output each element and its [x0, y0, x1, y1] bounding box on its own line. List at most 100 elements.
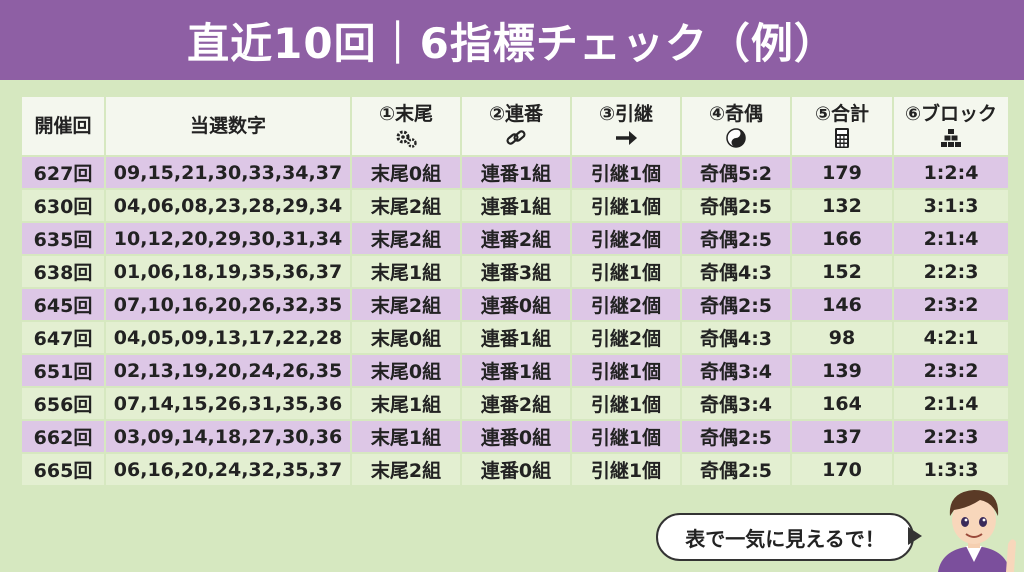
table-row: 662回 03,09,14,18,27,30,36 末尾1組 連番0組 引継1個… [22, 421, 1008, 452]
cell-oddeven: 奇偶2:5 [682, 289, 790, 320]
cell-consecutive: 連番0組 [462, 421, 570, 452]
cell-block: 2:1:4 [894, 388, 1008, 419]
table-row: 651回 02,13,19,20,24,26,35 末尾0組 連番1組 引継1個… [22, 355, 1008, 386]
character-avatar-icon [938, 490, 1016, 572]
cell-numbers: 09,15,21,30,33,34,37 [106, 157, 350, 188]
table-row: 645回 07,10,16,20,26,32,35 末尾2組 連番0組 引継2個… [22, 289, 1008, 320]
arrow-right-icon [616, 131, 637, 145]
cell-round: 627回 [22, 157, 104, 188]
cell-numbers: 03,09,14,18,27,30,36 [106, 421, 350, 452]
table-row: 647回 04,05,09,13,17,22,28 末尾0組 連番1組 引継2個… [22, 322, 1008, 353]
cell-block: 4:2:1 [894, 322, 1008, 353]
cell-tail: 末尾0組 [352, 157, 460, 188]
cell-block: 1:2:4 [894, 157, 1008, 188]
cell-sum: 146 [792, 289, 892, 320]
cell-numbers: 02,13,19,20,24,26,35 [106, 355, 350, 386]
cell-block: 3:1:3 [894, 190, 1008, 221]
cell-tail: 末尾0組 [352, 355, 460, 386]
cell-round: 647回 [22, 322, 104, 353]
cell-numbers: 01,06,18,19,35,36,37 [106, 256, 350, 287]
table-row: 638回 01,06,18,19,35,36,37 末尾1組 連番3組 引継1個… [22, 256, 1008, 287]
table-row: 630回 04,06,08,23,28,29,34 末尾2組 連番1組 引継1個… [22, 190, 1008, 221]
cell-block: 1:3:3 [894, 454, 1008, 485]
cell-sum: 179 [792, 157, 892, 188]
speech-bubble-text: 表で一気に見えるで！ [685, 526, 885, 551]
cell-carry: 引継2個 [572, 223, 680, 254]
cell-consecutive: 連番3組 [462, 256, 570, 287]
cell-numbers: 04,06,08,23,28,29,34 [106, 190, 350, 221]
cell-carry: 引継1個 [572, 355, 680, 386]
cell-consecutive: 連番2組 [462, 223, 570, 254]
cell-numbers: 10,12,20,29,30,31,34 [106, 223, 350, 254]
cell-block: 2:3:2 [894, 355, 1008, 386]
cell-consecutive: 連番1組 [462, 355, 570, 386]
cell-block: 2:3:2 [894, 289, 1008, 320]
cell-sum: 164 [792, 388, 892, 419]
cell-round: 630回 [22, 190, 104, 221]
cell-round: 635回 [22, 223, 104, 254]
col-header-oddeven: ④奇偶 [682, 97, 790, 155]
col-header-consecutive: ②連番 [462, 97, 570, 155]
cell-tail: 末尾1組 [352, 388, 460, 419]
cell-consecutive: 連番0組 [462, 454, 570, 485]
cell-block: 2:1:4 [894, 223, 1008, 254]
table-header-row: 開催回 当選数字 ①末尾 ②連番 [22, 97, 1008, 155]
cell-sum: 139 [792, 355, 892, 386]
speech-bubble: 表で一気に見えるで！ [656, 513, 914, 561]
cell-round: 665回 [22, 454, 104, 485]
cell-tail: 末尾1組 [352, 421, 460, 452]
cell-round: 645回 [22, 289, 104, 320]
col-header-block: ⑥ブロック [894, 97, 1008, 155]
cell-tail: 末尾2組 [352, 289, 460, 320]
cell-consecutive: 連番1組 [462, 322, 570, 353]
cell-block: 2:2:3 [894, 421, 1008, 452]
cell-consecutive: 連番2組 [462, 388, 570, 419]
col-header-sum: ⑤合計 [792, 97, 892, 155]
cell-tail: 末尾1組 [352, 256, 460, 287]
gears-icon [396, 130, 417, 148]
cell-tail: 末尾0組 [352, 322, 460, 353]
table-row: 665回 06,16,20,24,32,35,37 末尾2組 連番0組 引継1個… [22, 454, 1008, 485]
cell-carry: 引継2個 [572, 322, 680, 353]
cell-oddeven: 奇偶2:5 [682, 190, 790, 221]
cell-sum: 137 [792, 421, 892, 452]
col-header-round: 開催回 [22, 97, 104, 155]
cell-sum: 132 [792, 190, 892, 221]
cell-tail: 末尾2組 [352, 454, 460, 485]
cell-round: 656回 [22, 388, 104, 419]
cell-consecutive: 連番1組 [462, 157, 570, 188]
col-header-tail: ①末尾 [352, 97, 460, 155]
cell-block: 2:2:3 [894, 256, 1008, 287]
title-banner: 直近10回｜6指標チェック（例） [0, 0, 1024, 80]
cell-oddeven: 奇偶2:5 [682, 421, 790, 452]
cell-carry: 引継1個 [572, 157, 680, 188]
blocks-icon [941, 129, 961, 147]
cell-oddeven: 奇偶2:5 [682, 454, 790, 485]
cell-round: 662回 [22, 421, 104, 452]
yin-yang-icon [726, 128, 746, 148]
cell-sum: 166 [792, 223, 892, 254]
page-title: 直近10回｜6指標チェック（例） [187, 18, 837, 68]
cell-carry: 引継1個 [572, 421, 680, 452]
results-table: 開催回 当選数字 ①末尾 ②連番 [20, 95, 1010, 487]
cell-carry: 引継1個 [572, 454, 680, 485]
cell-sum: 98 [792, 322, 892, 353]
cell-carry: 引継2個 [572, 289, 680, 320]
cell-oddeven: 奇偶2:5 [682, 223, 790, 254]
table-row: 627回 09,15,21,30,33,34,37 末尾0組 連番1組 引継1個… [22, 157, 1008, 188]
col-header-numbers: 当選数字 [106, 97, 350, 155]
results-table-container: 開催回 当選数字 ①末尾 ②連番 [20, 95, 1008, 487]
speech-bubble-tail [908, 527, 922, 545]
cell-sum: 170 [792, 454, 892, 485]
cell-carry: 引継1個 [572, 388, 680, 419]
cell-tail: 末尾2組 [352, 190, 460, 221]
cell-tail: 末尾2組 [352, 223, 460, 254]
calculator-icon [835, 128, 849, 148]
cell-carry: 引継1個 [572, 190, 680, 221]
cell-numbers: 06,16,20,24,32,35,37 [106, 454, 350, 485]
cell-consecutive: 連番0組 [462, 289, 570, 320]
cell-sum: 152 [792, 256, 892, 287]
link-icon [506, 130, 526, 145]
cell-oddeven: 奇偶4:3 [682, 322, 790, 353]
cell-oddeven: 奇偶4:3 [682, 256, 790, 287]
